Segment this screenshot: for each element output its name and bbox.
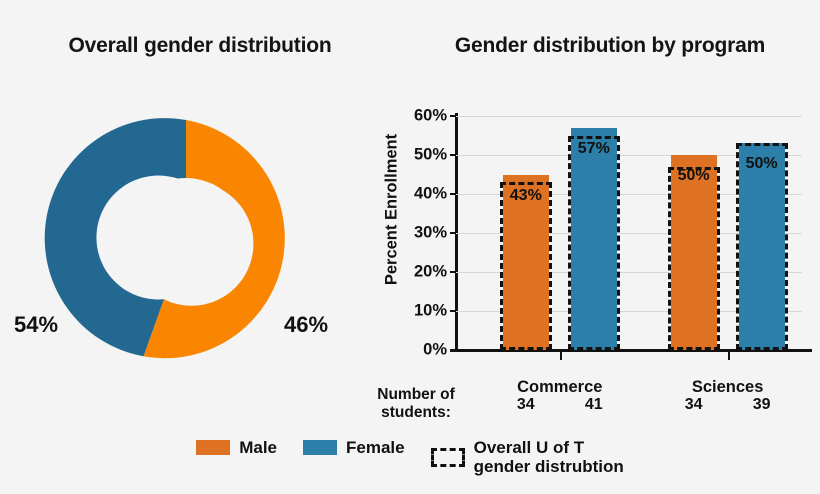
donut-hole <box>124 178 248 302</box>
x-tick-mark <box>559 351 562 360</box>
gridline <box>456 194 802 195</box>
legend-swatch-female <box>303 440 338 456</box>
donut-value-male: 46% <box>284 312 329 337</box>
bar-male-sciences <box>670 155 717 350</box>
x-tick-mark <box>727 351 730 360</box>
y-tick-label: 20% <box>413 262 447 281</box>
gridline <box>456 272 802 273</box>
y-tick-mark <box>450 154 456 156</box>
x-axis-line <box>450 349 812 352</box>
y-axis-line <box>455 113 458 351</box>
chart-legend: Male Female Overall U of T gender distru… <box>0 438 820 476</box>
y-tick-label: 50% <box>413 145 447 164</box>
y-tick-mark <box>450 232 456 234</box>
overall-overlay-female-sciences <box>735 143 788 350</box>
donut-chart: 54% 46% <box>14 104 346 376</box>
bar-chart: Percent Enrollment 0% 10% 20% 30% 40% 50% 60% … <box>366 100 816 421</box>
bar-value-label: 50% <box>677 167 710 184</box>
student-count: 39 <box>752 396 771 413</box>
donut-chart-svg <box>44 118 285 359</box>
y-tick-label: 40% <box>413 184 447 203</box>
legend-item-overlay: Overall U of T gender distrubtion <box>430 438 624 477</box>
y-tick-label: 0% <box>423 340 447 359</box>
overall-overlay-female-commerce <box>567 135 620 350</box>
legend-label-female: Female <box>346 438 405 457</box>
gridline <box>456 155 802 156</box>
bar-female-commerce <box>570 127 617 350</box>
donut-slice-male <box>143 120 285 359</box>
overall-overlay-male-commerce <box>499 182 552 350</box>
overall-overlay-male-sciences <box>667 166 720 350</box>
y-tick-label: 10% <box>413 301 447 320</box>
legend-label-overlay: Overall U of T gender distrubtion <box>473 438 624 477</box>
donut-slice-female <box>44 118 186 357</box>
gridline <box>456 116 802 117</box>
gridline <box>456 311 802 312</box>
category-label-sciences: Sciences <box>691 378 764 396</box>
students-count-label: Number of students: <box>377 386 455 421</box>
donut-chart-title: Overall gender distribution <box>68 34 332 57</box>
legend-swatch-male <box>196 440 231 456</box>
bar-female-sciences <box>738 143 785 350</box>
bar-value-label: 57% <box>577 139 610 157</box>
student-count: 41 <box>584 396 603 413</box>
bar-chart-title: Gender distribution by program <box>454 34 766 57</box>
legend-label-male: Male <box>239 438 278 457</box>
y-tick-mark <box>450 310 456 312</box>
y-tick-mark <box>450 349 456 351</box>
bar-value-label: 43% <box>509 186 542 204</box>
legend-swatch-dashed-outline <box>430 447 465 467</box>
donut-value-female: 54% <box>14 312 59 337</box>
student-count: 34 <box>684 396 703 413</box>
category-label-commerce: Commerce <box>517 378 603 396</box>
legend-item-male: Male <box>196 438 277 457</box>
y-axis-title: Percent Enrollment <box>382 133 401 286</box>
legend-item-female: Female <box>303 438 405 457</box>
bar-plot-area: 0% 10% 20% 30% 40% 50% 60% 43% 57% 50% 50% Commer… <box>414 107 812 396</box>
bar-value-label: 50% <box>745 155 778 173</box>
y-tick-label: 60% <box>413 106 447 125</box>
bar-male-commerce <box>502 174 549 350</box>
y-tick-mark <box>450 115 456 117</box>
y-tick-mark <box>450 271 456 273</box>
y-tick-label: 30% <box>413 223 447 242</box>
gridline <box>456 233 802 234</box>
student-count: 34 <box>516 396 535 413</box>
y-tick-mark <box>450 193 456 195</box>
